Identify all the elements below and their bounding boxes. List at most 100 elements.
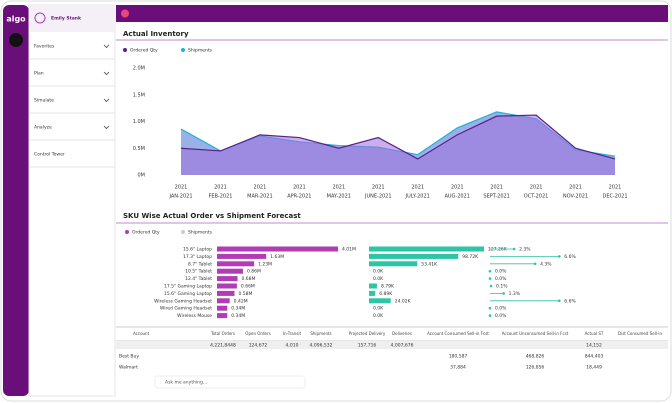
chevron [103, 44, 110, 49]
menu-item[interactable]: Analyze [34, 125, 52, 131]
percent-dot [502, 292, 505, 295]
close-button[interactable] [121, 9, 129, 18]
legend-label: Ordered Qty [130, 48, 158, 54]
value-label: 0.42M [234, 298, 248, 304]
bar [369, 283, 377, 289]
user-name[interactable]: Emily Stank [51, 16, 82, 22]
legend-label: Ordered Qty [132, 230, 160, 236]
menu-item[interactable]: Simulate [34, 98, 54, 104]
bar [369, 253, 459, 259]
bar [217, 253, 267, 259]
table-cell: 468,826 [526, 354, 545, 360]
value-label: 0.0% [495, 306, 507, 312]
user-row[interactable] [29, 5, 115, 32]
avatar [34, 12, 46, 24]
column-header: Actual ST [585, 331, 604, 336]
table-cell: 4,007,676 [391, 343, 414, 349]
menu-item[interactable]: Favorites [34, 44, 55, 50]
value-label: 1.3% [509, 291, 521, 297]
category-label: Wireless Mouse [177, 313, 212, 319]
value-label: 0.0K [373, 313, 384, 319]
x-tick-year: 2021 [451, 185, 464, 191]
nav-rail [3, 5, 29, 396]
table-cell: 124,672 [249, 343, 268, 349]
value-label: 6.6% [564, 254, 576, 260]
top-bar [116, 5, 668, 22]
menu-item[interactable]: Plan [34, 71, 44, 77]
value-label: 6.6% [564, 298, 576, 304]
search-placeholder[interactable]: Ask me anything... [165, 380, 207, 386]
table-cell: 4,010 [286, 343, 299, 349]
value-label: 0.0% [495, 269, 507, 275]
logo: algo [6, 15, 26, 24]
bar [217, 246, 338, 252]
bar [217, 305, 228, 311]
legend-swatch [181, 48, 185, 52]
legend-swatch [125, 230, 129, 234]
chart-title: SKU Wise Actual Order vs Shipment Foreca… [123, 212, 301, 220]
line [180, 114, 616, 160]
x-tick-year: 2021 [530, 185, 543, 191]
search-box[interactable] [154, 375, 306, 389]
bar [369, 261, 418, 267]
value-label: 0.68M [242, 276, 256, 282]
table-cell: 4,096,532 [310, 343, 333, 349]
table-cell: 14,152 [586, 343, 602, 349]
bar [217, 283, 237, 289]
legend-label: Shipments [188, 230, 213, 236]
category-label: 15.6" Gaming Laptop [164, 291, 212, 297]
column-header: Deliveries [392, 331, 412, 336]
value-label: 0.66M [241, 284, 255, 290]
table-cell: 157,716 [358, 343, 377, 349]
category-label: 15.6" Laptop [183, 247, 212, 253]
bar [369, 298, 391, 304]
x-tick-year: 2021 [254, 185, 267, 191]
value-label: 0.0K [373, 276, 384, 282]
value-label: 0.0% [495, 313, 507, 319]
chevron [103, 98, 110, 103]
value-label: 0.34M [231, 306, 245, 312]
area [181, 115, 615, 175]
x-tick-year: 2021 [214, 185, 227, 191]
table-cell: 18,449 [586, 365, 602, 371]
value-label: 0.0K [373, 306, 384, 312]
x-tick-label: JUNE-2021 [364, 194, 392, 200]
percent-dot [558, 299, 561, 303]
table-cell: 180,587 [449, 354, 468, 360]
value-label: 53.41K [421, 261, 438, 267]
bar [217, 298, 230, 304]
column-header: Open Orders [245, 331, 270, 336]
x-tick-label: APR-2021 [287, 194, 311, 200]
x-tick-year: 2021 [175, 185, 188, 191]
column-header: Account Unconsumed Sell-in Fcst [502, 331, 569, 336]
category-label: 10.5" Tablet [185, 269, 212, 275]
x-tick-year: 2021 [411, 185, 424, 191]
bar [369, 246, 484, 252]
x-tick-label: JAN-2021 [168, 194, 192, 200]
y-tick-label: 1.0M [133, 119, 145, 125]
menu-item[interactable]: Control Tower [34, 152, 65, 158]
table-cell: Walmart [119, 365, 138, 371]
percent-dot [488, 269, 492, 273]
percent-dot [512, 247, 516, 251]
value-label: 4.01M [342, 247, 356, 253]
percent-dot [489, 284, 493, 288]
x-tick-label: FEB-2021 [208, 194, 232, 200]
x-tick-year: 2021 [490, 185, 503, 191]
chart-title: Actual Inventory [123, 30, 189, 38]
sidebar [28, 4, 116, 397]
value-label: 0.1% [496, 284, 508, 290]
category-label: 8.7" Tablet [188, 261, 212, 267]
x-tick-label: AUG-2021 [444, 194, 469, 200]
value-label: 1.23M [258, 261, 272, 267]
bar [217, 268, 243, 274]
legend-swatch [123, 48, 127, 52]
value-label: 0.86M [247, 269, 261, 275]
x-tick-label: NOV-2021 [563, 194, 588, 200]
category-label: 12.4" Tablet [185, 276, 212, 282]
x-tick-label: DEC-2021 [602, 194, 627, 200]
column-header: In-Transit [283, 331, 301, 336]
x-tick-year: 2021 [609, 185, 622, 191]
x-tick-label: OCT-2021 [524, 194, 549, 200]
